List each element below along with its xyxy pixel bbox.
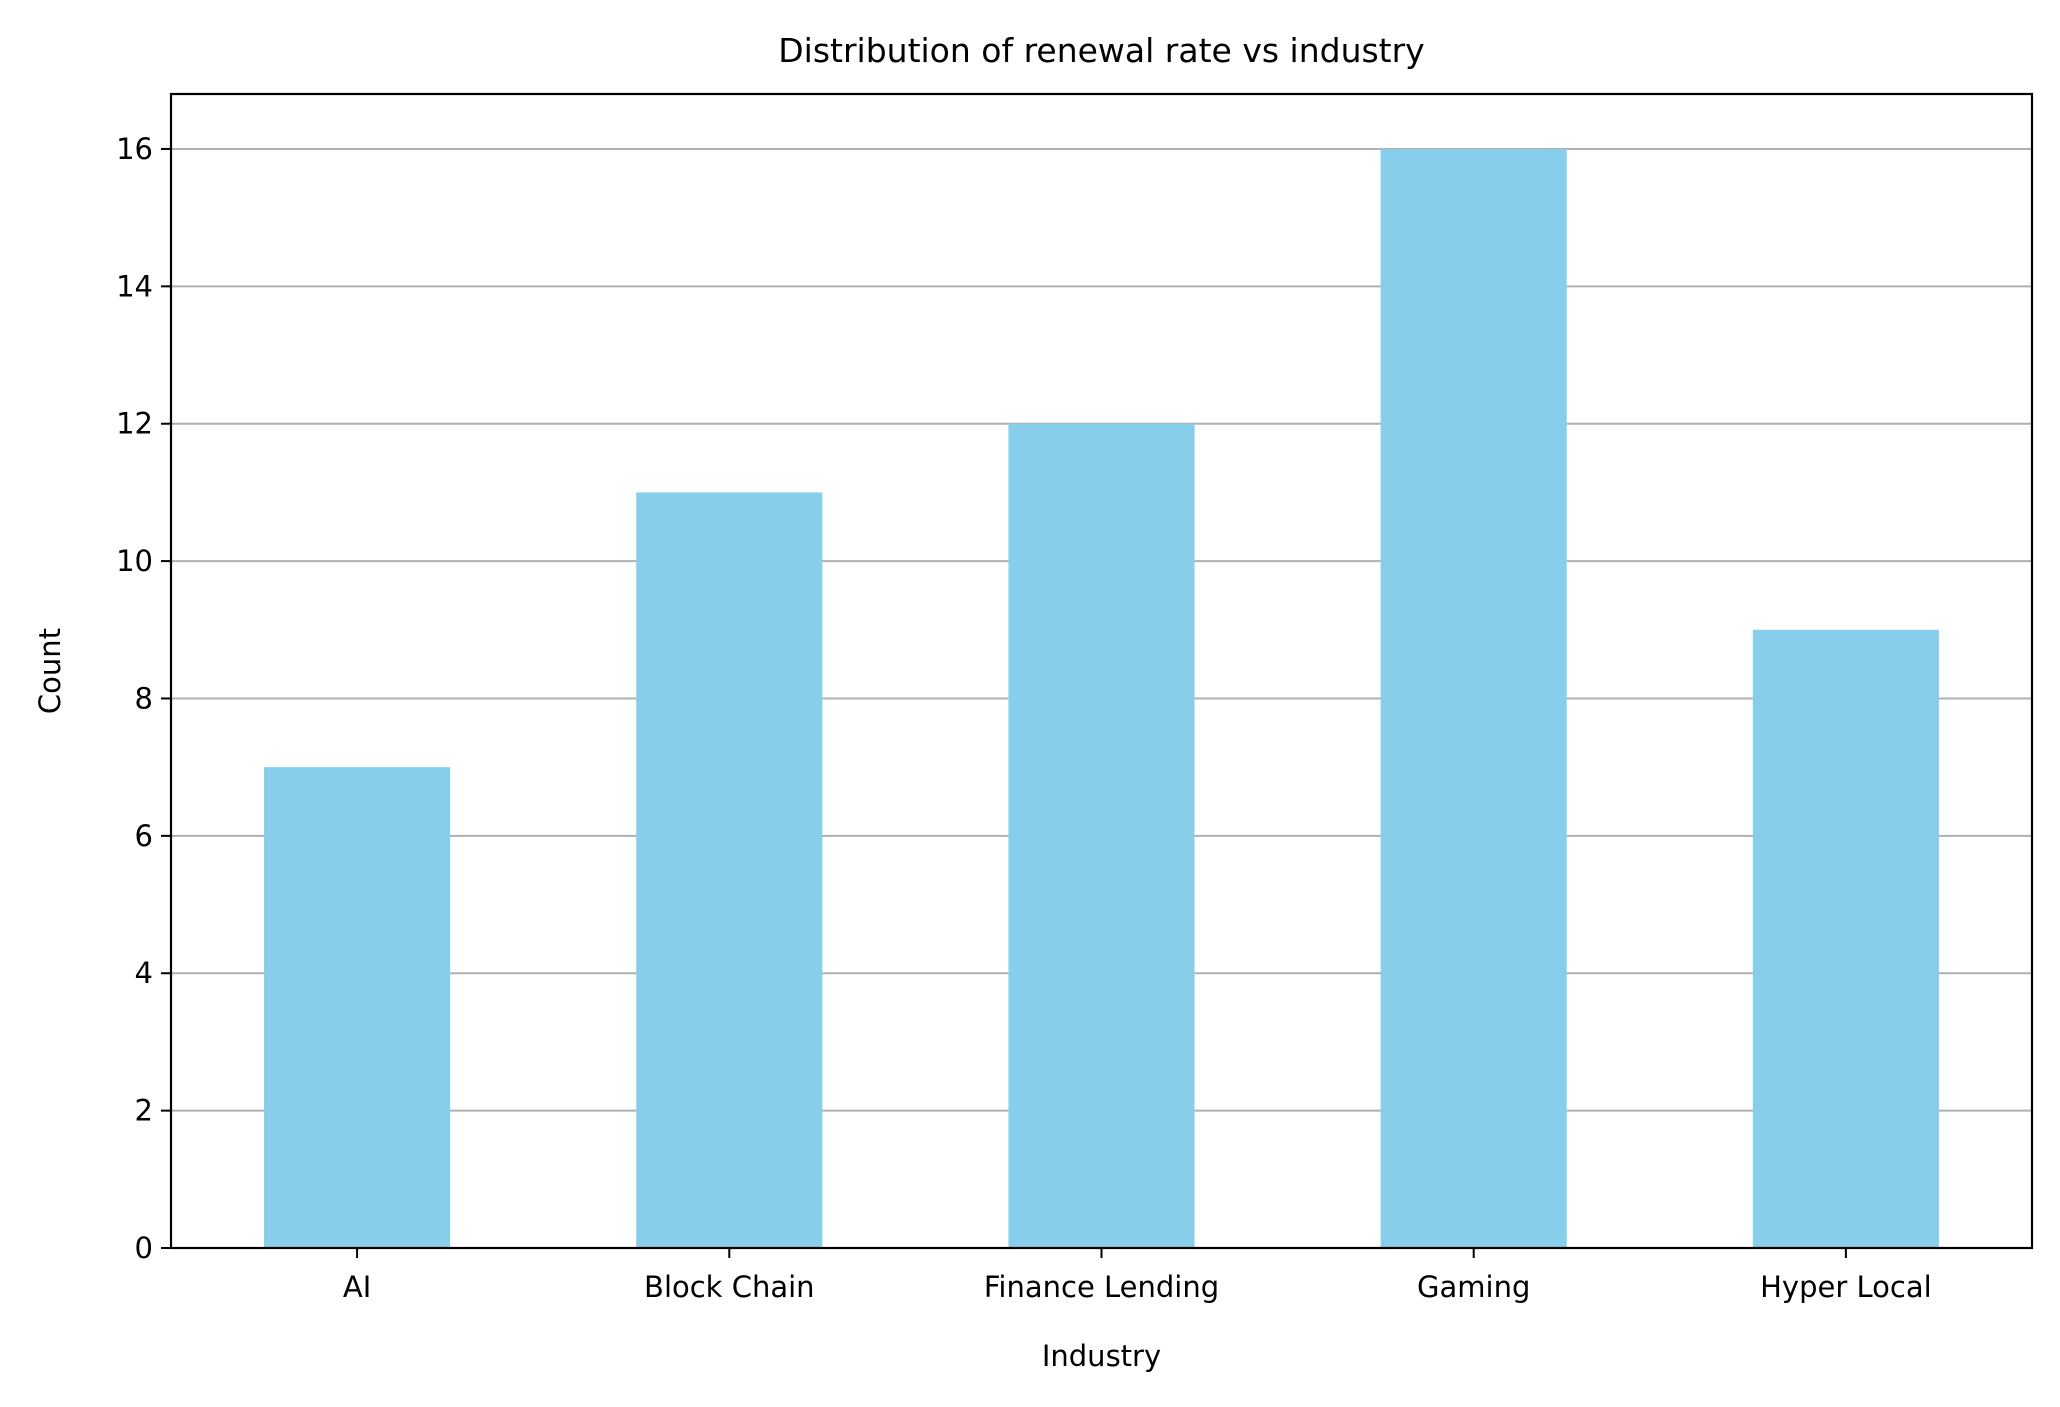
y-tick-label: 16 [116,132,153,166]
bars [264,148,1939,1248]
y-axis-label: Count [33,628,67,714]
bar [1380,148,1567,1248]
y-tick-label: 8 [135,681,153,715]
x-tick-label: Hyper Local [1760,1270,1932,1304]
x-axis-label: Industry [1042,1339,1161,1373]
bar [1008,423,1195,1248]
y-tick-label: 4 [135,956,153,990]
bar [636,492,823,1248]
y-tick-label: 6 [135,819,153,853]
y-tick-label: 10 [116,544,153,578]
ticks: 0 2 4 6 8 10 12 14 16 AI Block Chain Finance Lendin… [116,132,1932,1304]
x-tick-label: Finance Lending [984,1270,1219,1304]
bar [1752,629,1939,1248]
x-tick-label: AI [343,1270,371,1304]
bar [264,767,451,1248]
x-tick-label: Block Chain [644,1270,815,1304]
y-tick-label: 14 [116,269,153,303]
y-tick-label: 0 [135,1231,153,1265]
y-tick-label: 2 [135,1094,153,1128]
chart-title: Distribution of renewal rate vs industry [778,31,1424,70]
x-tick-label: Gaming [1417,1270,1530,1304]
y-tick-label: 12 [116,407,153,441]
